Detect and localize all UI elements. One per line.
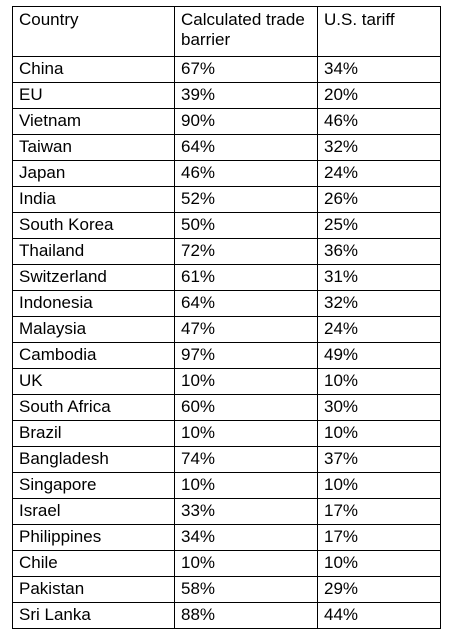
table-row: Malaysia 47% 24% bbox=[12, 316, 441, 343]
header-calculated-trade-barrier: Calculated trade barrier bbox=[174, 6, 318, 57]
country-cell: Taiwan bbox=[12, 134, 175, 161]
country-cell: Japan bbox=[12, 160, 175, 187]
table-row: Singapore 10% 10% bbox=[12, 472, 441, 499]
trade-barrier-cell: 46% bbox=[174, 160, 318, 187]
us-tariff-cell: 10% bbox=[317, 368, 441, 395]
trade-barrier-cell: 97% bbox=[174, 342, 318, 369]
country-cell: Philippines bbox=[12, 524, 175, 551]
us-tariff-cell: 24% bbox=[317, 160, 441, 187]
trade-barrier-cell: 64% bbox=[174, 290, 318, 317]
trade-barrier-cell: 39% bbox=[174, 82, 318, 109]
trade-barrier-cell: 61% bbox=[174, 264, 318, 291]
country-cell: Pakistan bbox=[12, 576, 175, 603]
country-cell: India bbox=[12, 186, 175, 213]
country-cell: Indonesia bbox=[12, 290, 175, 317]
table-row: Indonesia 64% 32% bbox=[12, 290, 441, 317]
table-row: Vietnam 90% 46% bbox=[12, 108, 441, 135]
table-row: UK 10% 10% bbox=[12, 368, 441, 395]
table-row: South Africa 60% 30% bbox=[12, 394, 441, 421]
table-row: Taiwan 64% 32% bbox=[12, 134, 441, 161]
trade-barrier-cell: 64% bbox=[174, 134, 318, 161]
us-tariff-cell: 32% bbox=[317, 134, 441, 161]
us-tariff-cell: 37% bbox=[317, 446, 441, 473]
header-us-tariff: U.S. tariff bbox=[317, 6, 441, 57]
us-tariff-cell: 29% bbox=[317, 576, 441, 603]
us-tariff-cell: 17% bbox=[317, 498, 441, 525]
country-cell: EU bbox=[12, 82, 175, 109]
country-cell: Bangladesh bbox=[12, 446, 175, 473]
trade-barrier-cell: 74% bbox=[174, 446, 318, 473]
country-cell: Chile bbox=[12, 550, 175, 577]
trade-barrier-cell: 90% bbox=[174, 108, 318, 135]
us-tariff-cell: 20% bbox=[317, 82, 441, 109]
trade-barrier-cell: 72% bbox=[174, 238, 318, 265]
table-row: Japan 46% 24% bbox=[12, 160, 441, 187]
table-row: Chile 10% 10% bbox=[12, 550, 441, 577]
us-tariff-cell: 24% bbox=[317, 316, 441, 343]
trade-barrier-cell: 52% bbox=[174, 186, 318, 213]
country-cell: UK bbox=[12, 368, 175, 395]
table-body: China 67% 34% EU 39% 20% Vietnam 90% 46% Taiwan 64… bbox=[12, 56, 441, 629]
us-tariff-cell: 30% bbox=[317, 394, 441, 421]
country-cell: Brazil bbox=[12, 420, 175, 447]
table-row: Brazil 10% 10% bbox=[12, 420, 441, 447]
table-row: India 52% 26% bbox=[12, 186, 441, 213]
header-row: Country Calculated trade barrier U.S. ta… bbox=[12, 6, 441, 57]
us-tariff-cell: 10% bbox=[317, 420, 441, 447]
table-row: Cambodia 97% 49% bbox=[12, 342, 441, 369]
us-tariff-cell: 36% bbox=[317, 238, 441, 265]
trade-barrier-cell: 50% bbox=[174, 212, 318, 239]
us-tariff-cell: 10% bbox=[317, 550, 441, 577]
us-tariff-cell: 32% bbox=[317, 290, 441, 317]
table-row: China 67% 34% bbox=[12, 56, 441, 83]
trade-barrier-cell: 34% bbox=[174, 524, 318, 551]
trade-barrier-cell: 58% bbox=[174, 576, 318, 603]
country-cell: Malaysia bbox=[12, 316, 175, 343]
country-cell: Cambodia bbox=[12, 342, 175, 369]
header-country: Country bbox=[12, 6, 175, 57]
table-row: Thailand 72% 36% bbox=[12, 238, 441, 265]
table-row: Bangladesh 74% 37% bbox=[12, 446, 441, 473]
table-header: Country Calculated trade barrier U.S. ta… bbox=[12, 6, 441, 57]
country-cell: South Africa bbox=[12, 394, 175, 421]
us-tariff-cell: 49% bbox=[317, 342, 441, 369]
us-tariff-cell: 17% bbox=[317, 524, 441, 551]
country-cell: Thailand bbox=[12, 238, 175, 265]
trade-barrier-cell: 47% bbox=[174, 316, 318, 343]
trade-barrier-cell: 10% bbox=[174, 472, 318, 499]
trade-barrier-cell: 10% bbox=[174, 368, 318, 395]
country-cell: South Korea bbox=[12, 212, 175, 239]
table-row: Switzerland 61% 31% bbox=[12, 264, 441, 291]
trade-barrier-cell: 33% bbox=[174, 498, 318, 525]
trade-barrier-cell: 10% bbox=[174, 420, 318, 447]
us-tariff-cell: 25% bbox=[317, 212, 441, 239]
table-row: Israel 33% 17% bbox=[12, 498, 441, 525]
us-tariff-cell: 46% bbox=[317, 108, 441, 135]
country-cell: Singapore bbox=[12, 472, 175, 499]
country-cell: Switzerland bbox=[12, 264, 175, 291]
table-row: South Korea 50% 25% bbox=[12, 212, 441, 239]
us-tariff-cell: 26% bbox=[317, 186, 441, 213]
us-tariff-cell: 34% bbox=[317, 56, 441, 83]
trade-barrier-cell: 67% bbox=[174, 56, 318, 83]
table-row: Philippines 34% 17% bbox=[12, 524, 441, 551]
us-tariff-cell: 31% bbox=[317, 264, 441, 291]
country-cell: Israel bbox=[12, 498, 175, 525]
table-row: EU 39% 20% bbox=[12, 82, 441, 109]
country-cell: Vietnam bbox=[12, 108, 175, 135]
table-row: Pakistan 58% 29% bbox=[12, 576, 441, 603]
country-cell: China bbox=[12, 56, 175, 83]
us-tariff-cell: 10% bbox=[317, 472, 441, 499]
trade-barrier-cell: 60% bbox=[174, 394, 318, 421]
tariff-table: Country Calculated trade barrier U.S. ta… bbox=[12, 6, 441, 629]
trade-barrier-cell: 10% bbox=[174, 550, 318, 577]
